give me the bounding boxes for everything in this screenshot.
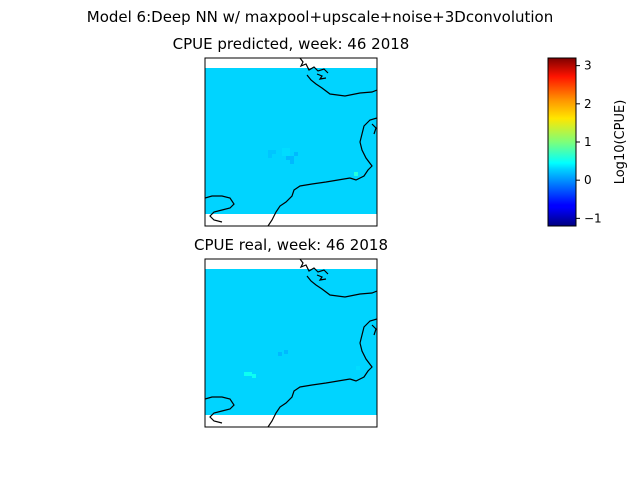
heatmap-cell [282,152,286,156]
figure-suptitle: Model 6:Deep NN w/ maxpool+upscale+noise… [87,8,554,26]
heatmap-cell [244,372,248,376]
heatmap-cell [252,374,256,378]
panel-predicted-frame [204,57,378,227]
heatmap-field [205,68,377,214]
panel-predicted-map [205,58,377,226]
panel-real-frame [204,258,378,428]
heatmap-cell [354,172,358,176]
heatmap-cell [282,148,286,152]
heatmap-cell [290,156,294,160]
heatmap-cell [268,150,272,154]
coastline [205,259,377,427]
colorbar-gradient [547,57,577,227]
heatmap-cell [272,150,276,154]
colorbar-tick-label: −1 [584,211,602,225]
heatmap-cell [286,156,290,160]
panel-real-title: CPUE real, week: 46 2018 [194,236,388,254]
colorbar-tick-label: 3 [584,59,592,73]
colorbar: 3 2 1 0 −1 Log10(CPUE) [547,57,628,227]
colorbar-tick-label: 0 [584,173,592,187]
heatmap-anomalies [244,350,360,378]
colorbar-tick-label: 1 [584,135,592,149]
heatmap-cell [286,148,290,152]
heatmap-cell [248,372,252,376]
coastline [205,58,377,226]
heatmap-cell [268,154,272,158]
colorbar-tick-label: 2 [584,97,592,111]
heatmap-cell [290,160,294,164]
colorbar-label: Log10(CPUE) [613,100,628,185]
panel-predicted-title: CPUE predicted, week: 46 2018 [173,35,410,53]
heatmap-cell [294,152,298,156]
heatmap-cell [284,350,288,354]
heatmap-field [205,269,377,415]
panel-real-map [205,259,377,427]
heatmap-cell [286,152,290,156]
heatmap-anomalies [268,148,358,176]
colorbar-ticks: 3 2 1 0 −1 [576,59,602,225]
heatmap-cell [278,352,282,356]
heatmap-cell [356,366,360,370]
